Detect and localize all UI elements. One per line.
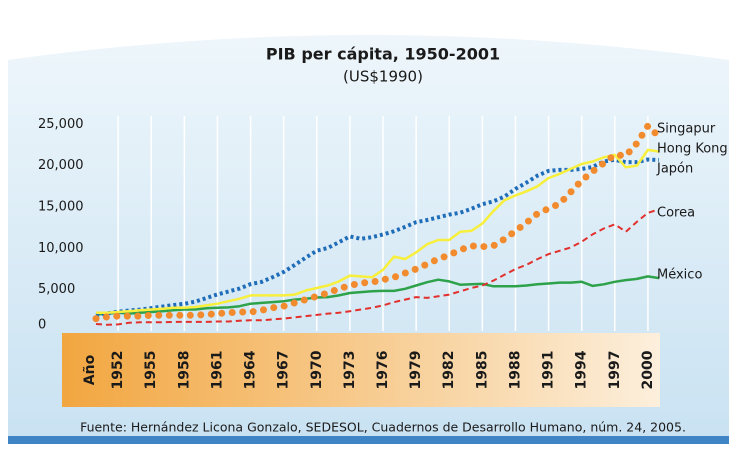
y-tick-label: 10,000: [38, 241, 84, 256]
x-tick-label: 1967: [276, 351, 292, 390]
series-line: [96, 148, 660, 315]
y-tick-label: 25,000: [38, 117, 84, 132]
x-tick-label: 1958: [176, 351, 192, 390]
series-line: [95, 157, 660, 318]
chart-subtitle: (US$1990): [343, 68, 423, 86]
x-tick-label: 1985: [474, 351, 490, 390]
x-axis-label: Año: [82, 354, 98, 385]
x-tick-label: 1991: [541, 351, 557, 390]
x-axis-band: [62, 333, 660, 407]
x-tick-label: 1955: [143, 351, 159, 390]
bottom-strip: [8, 436, 729, 444]
series-label: México: [657, 268, 702, 283]
series-line: [92, 122, 663, 323]
x-tick-label: 2000: [640, 350, 656, 389]
series-label: Corea: [657, 206, 695, 221]
series-line: [95, 208, 660, 326]
x-tick-label: 1952: [110, 351, 126, 390]
x-tick-label: 1994: [574, 350, 590, 389]
x-tick-label: 1961: [209, 351, 225, 390]
series-label: Japón: [656, 162, 693, 177]
chart-title: PIB per cápita, 1950-2001: [266, 45, 500, 64]
source-note: Fuente: Hernández Licona Gonzalo, SEDESO…: [80, 420, 686, 435]
x-tick-label: 1979: [408, 351, 424, 390]
x-tick-label: 1964: [243, 350, 259, 389]
x-tick-label: 1970: [309, 350, 325, 389]
x-tick-label: 1976: [375, 351, 391, 390]
y-tick-label: 15,000: [38, 199, 84, 214]
x-tick-label: 1997: [607, 351, 623, 390]
series-label: Singapur: [657, 122, 716, 137]
series-label: Hong Kong: [657, 142, 728, 157]
x-tick-label: 1988: [507, 351, 523, 390]
x-tick-label: 1982: [441, 351, 457, 390]
x-tick-label: 1973: [342, 351, 358, 390]
series-line: [95, 275, 660, 316]
y-tick-label: 0: [38, 318, 46, 333]
y-tick-label: 20,000: [38, 158, 84, 173]
y-tick-label: 5,000: [38, 282, 75, 297]
